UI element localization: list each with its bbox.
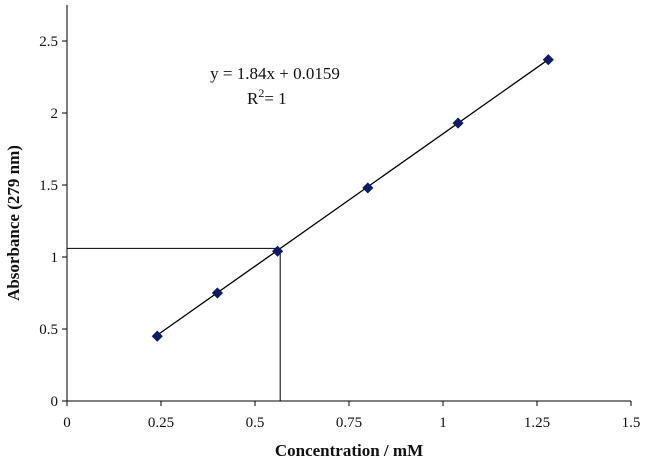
data-points [151,54,554,342]
data-point [542,54,554,66]
x-tick-label: 1.25 [524,415,550,431]
x-axis-title: Concentration / mM [275,441,423,460]
x-tick-label: 0.75 [336,415,362,431]
data-point [151,330,163,342]
y-tick-label: 1.5 [39,178,58,194]
y-axis-ticks: 0 0.5 1 1.5 2 2.5 [39,34,67,410]
r-squared-value: = 1 [264,89,286,108]
r-squared-base: R [247,89,259,108]
equation-label: y = 1.84x + 0.0159 [210,64,340,83]
r-squared-exponent: 2 [258,86,264,100]
y-tick-label: 0 [51,394,59,410]
y-tick-label: 1 [51,250,59,266]
y-tick-label: 0.5 [39,322,58,338]
x-tick-label: 1.5 [622,415,641,431]
data-point [271,245,284,257]
x-tick-label: 0.5 [246,415,265,431]
y-tick-label: 2 [51,106,59,122]
data-point [362,182,374,194]
x-axis-ticks: 0 0.25 0.5 0.75 1 1.25 1.5 [63,401,640,431]
x-tick-label: 0 [63,415,71,431]
trendline [156,59,549,336]
reference-lines [67,247,281,401]
r-squared-label: R2= 1 [247,86,287,108]
data-point [211,287,223,299]
axes [66,5,631,402]
y-axis-title: Absorbance (279 nm) [4,145,23,301]
data-point [452,117,464,129]
y-tick-label: 2.5 [39,34,58,50]
x-tick-label: 1 [439,415,447,431]
x-tick-label: 0.25 [148,415,174,431]
